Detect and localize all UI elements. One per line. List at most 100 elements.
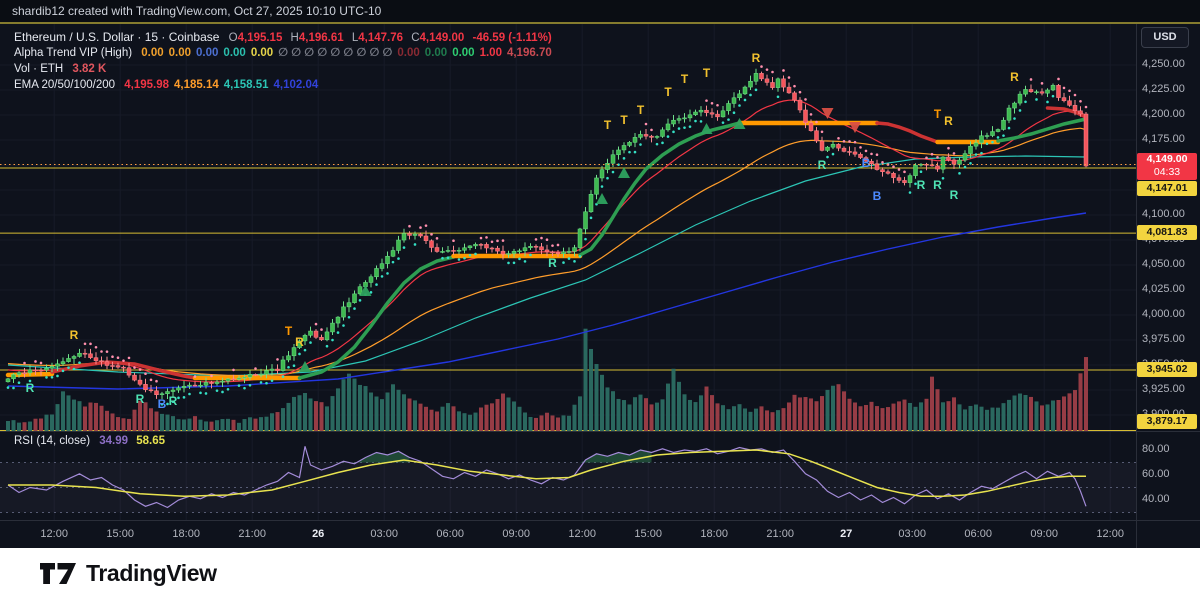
time-tick-label: 27 <box>840 528 853 540</box>
legend-value: 0.00 <box>250 47 274 59</box>
legend-value: 0.00 <box>397 47 420 59</box>
ohlc-low-value: 4,147.76 <box>358 32 403 44</box>
time-tick-label: 18:00 <box>172 528 200 540</box>
level-price-badge: 3,945.02 <box>1137 361 1197 377</box>
alphatrend-title[interactable]: Alpha Trend VIP (High) <box>14 47 133 59</box>
signal-marker-r: R <box>70 328 79 342</box>
signal-marker-t: T <box>681 72 689 86</box>
level-price-badge: 4,147.01 <box>1137 181 1197 196</box>
legend-value: ∅ ∅ ∅ ∅ ∅ ∅ ∅ ∅ ∅ <box>278 47 393 59</box>
price-tick-label: 4,050.00 <box>1142 258 1185 270</box>
change-value: -46.59 (-1.11%) <box>472 32 552 44</box>
bar-countdown: 04:33 <box>1153 166 1181 178</box>
ema-title[interactable]: EMA 20/50/100/200 <box>14 79 116 91</box>
signal-marker-r: R <box>944 114 953 128</box>
volume-value: 3.82 K <box>72 63 107 75</box>
legend-value: 4,102.04 <box>273 79 319 91</box>
signal-marker-t: T <box>637 103 645 117</box>
legend-value: 4,196.70 <box>506 47 552 59</box>
signal-marker-t: T <box>620 113 628 127</box>
signal-marker-r: R <box>818 158 827 172</box>
ohlc-close-label: C <box>411 32 420 44</box>
signal-marker-r: R <box>752 51 761 65</box>
time-tick-label: 03:00 <box>370 528 398 540</box>
legend-value: 0.00 <box>196 47 219 59</box>
ohlc-close-value: 4,149.00 <box>419 32 465 44</box>
rsi-tick-label: 60.00 <box>1142 468 1170 480</box>
tradingview-logo-icon <box>40 562 76 584</box>
time-tick-label: 21:00 <box>238 528 266 540</box>
time-tick-label: 26 <box>312 528 325 540</box>
time-tick-label: 15:00 <box>634 528 662 540</box>
signal-marker-t: T <box>664 85 672 99</box>
signal-marker-r: R <box>136 392 145 406</box>
footer-bar: TradingView <box>0 548 1200 596</box>
price-tick-label: 4,250.00 <box>1142 58 1185 70</box>
signal-marker-r: R <box>548 256 557 270</box>
legend-value: 4,185.14 <box>174 79 219 91</box>
watermark-text: shardib12 created with TradingView.com, … <box>12 4 382 18</box>
legend-value: 4,158.51 <box>223 79 269 91</box>
time-tick-label: 09:00 <box>502 528 530 540</box>
level-price-badge: 4,081.83 <box>1137 225 1197 241</box>
time-tick-label: 12:00 <box>568 528 596 540</box>
signal-marker-r: R <box>950 188 959 202</box>
signal-marker-r: R <box>26 381 35 395</box>
signal-marker-t: T <box>934 107 942 121</box>
rsi-legend-row[interactable]: RSI (14, close) 34.99 58.65 <box>14 435 170 447</box>
price-tick-label: 4,225.00 <box>1142 83 1185 95</box>
legend-value: 0.00 <box>168 47 192 59</box>
last-price-badge: 4,149.00 04:33 <box>1137 153 1197 180</box>
signal-marker-r: R <box>295 335 304 349</box>
ema-values: 4,195.98 4,185.14 4,158.51 4,102.04 <box>124 79 323 91</box>
signal-marker-r: R <box>933 178 942 192</box>
symbol-title[interactable]: Ethereum / U.S. Dollar · 15 · Coinbase <box>14 30 220 44</box>
legend-alphatrend-row[interactable]: Alpha Trend VIP (High) 0.00 0.00 0.00 0.00 0… <box>14 45 557 61</box>
tradingview-brand-link[interactable]: TradingView <box>40 560 217 587</box>
ohlc-open-label: O <box>228 32 238 44</box>
signal-marker-r: R <box>169 394 178 408</box>
tradingview-wordmark: TradingView <box>86 560 217 586</box>
last-price-value: 4,149.00 <box>1146 153 1188 165</box>
time-tick-label: 06:00 <box>436 528 464 540</box>
ohlc-high-label: H <box>290 32 299 44</box>
time-tick-label: 06:00 <box>964 528 992 540</box>
rsi-value-2: 58.65 <box>136 435 166 447</box>
level-price-badge: 3,879.17 <box>1137 414 1197 429</box>
legend-ema-row[interactable]: EMA 20/50/100/200 4,195.98 4,185.14 4,158.… <box>14 77 557 93</box>
signal-marker-t: T <box>285 324 293 338</box>
price-tick-label: 4,175.00 <box>1142 133 1185 145</box>
time-tick-label: 21:00 <box>766 528 794 540</box>
top-watermark-bar: shardib12 created with TradingView.com, … <box>0 0 1200 22</box>
rsi-tick-label: 80.00 <box>1142 443 1170 455</box>
time-tick-label: 03:00 <box>898 528 926 540</box>
time-tick-label: 12:00 <box>40 528 68 540</box>
rsi-value-1: 34.99 <box>99 435 129 447</box>
rsi-tick-label: 40.00 <box>1142 493 1170 505</box>
ohlc-low-label: L <box>351 32 359 44</box>
price-tick-label: 3,925.00 <box>1142 383 1185 395</box>
signal-marker-r: R <box>917 178 926 192</box>
legend-value: 0.00 <box>452 47 475 59</box>
price-tick-label: 4,100.00 <box>1142 208 1185 220</box>
legend-volume-row[interactable]: Vol · ETH 3.82 K <box>14 61 557 77</box>
legend-symbol-row[interactable]: Ethereum / U.S. Dollar · 15 · Coinbase O… <box>14 29 557 45</box>
chart-legend: Ethereum / U.S. Dollar · 15 · Coinbase O… <box>14 29 557 93</box>
signal-marker-b: B <box>158 397 167 411</box>
price-tick-label: 4,025.00 <box>1142 283 1185 295</box>
time-tick-label: 12:00 <box>1096 528 1124 540</box>
price-tick-label: 4,000.00 <box>1142 308 1185 320</box>
price-tick-label: 4,200.00 <box>1142 108 1185 120</box>
volume-title[interactable]: Vol · ETH <box>14 63 64 75</box>
legend-value: 0.00 <box>141 47 164 59</box>
signal-marker-b: B <box>862 156 871 170</box>
alphatrend-values: 0.00 0.00 0.00 0.00 0.00 ∅ ∅ ∅ ∅ ∅ ∅ ∅ ∅ ∅ 0.0… <box>141 47 556 59</box>
currency-toggle-button[interactable]: USD <box>1141 27 1189 48</box>
ohlc-high-value: 4,196.61 <box>298 32 344 44</box>
legend-value: 1.00 <box>479 47 502 59</box>
signal-marker-b: B <box>873 189 882 203</box>
rsi-title[interactable]: RSI (14, close) <box>14 435 91 447</box>
time-tick-label: 18:00 <box>700 528 728 540</box>
